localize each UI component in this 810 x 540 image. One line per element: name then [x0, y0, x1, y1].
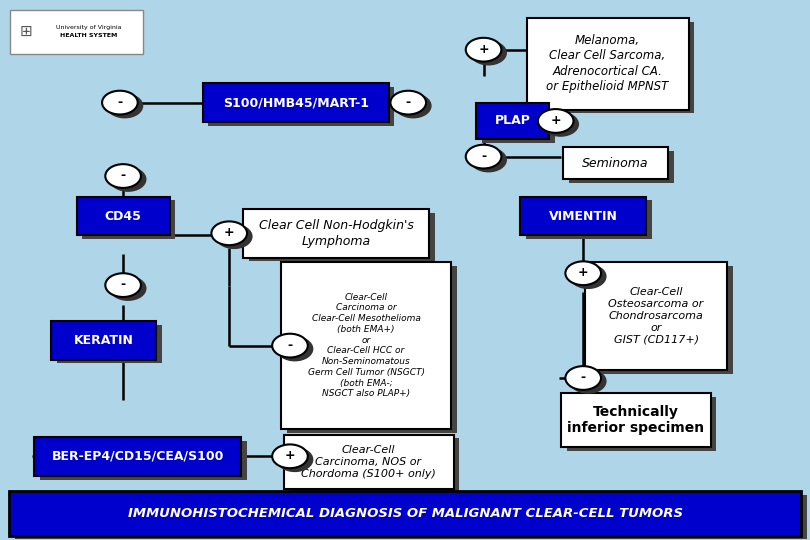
- FancyBboxPatch shape: [57, 325, 162, 363]
- Text: HEALTH SYSTEM: HEALTH SYSTEM: [61, 33, 117, 38]
- Circle shape: [543, 112, 578, 136]
- Text: PLAP: PLAP: [495, 114, 531, 127]
- Circle shape: [471, 41, 506, 65]
- Circle shape: [110, 276, 146, 300]
- Circle shape: [395, 94, 431, 118]
- Text: -: -: [117, 96, 122, 109]
- Circle shape: [216, 225, 252, 248]
- Text: +: +: [224, 226, 235, 239]
- Circle shape: [211, 221, 247, 245]
- Text: KERATIN: KERATIN: [74, 334, 134, 347]
- FancyBboxPatch shape: [202, 83, 389, 122]
- FancyBboxPatch shape: [532, 22, 694, 113]
- Text: +: +: [578, 266, 589, 279]
- FancyBboxPatch shape: [585, 262, 727, 370]
- FancyBboxPatch shape: [569, 151, 674, 183]
- FancyBboxPatch shape: [482, 106, 555, 143]
- FancyBboxPatch shape: [9, 491, 801, 536]
- Circle shape: [272, 334, 308, 357]
- Circle shape: [390, 91, 426, 114]
- FancyBboxPatch shape: [526, 200, 651, 239]
- FancyBboxPatch shape: [561, 393, 711, 447]
- Circle shape: [102, 91, 138, 114]
- Text: -: -: [121, 278, 126, 291]
- Text: Clear-Cell
Osteosarcoma or
Chondrosarcoma
or
GIST (CD117+): Clear-Cell Osteosarcoma or Chondrosarcom…: [608, 287, 704, 345]
- FancyBboxPatch shape: [563, 147, 668, 179]
- FancyBboxPatch shape: [287, 266, 457, 433]
- Circle shape: [277, 337, 313, 361]
- Circle shape: [565, 366, 601, 390]
- FancyBboxPatch shape: [567, 397, 717, 451]
- FancyBboxPatch shape: [83, 200, 175, 239]
- Text: Clear-Cell
Carcinoma, NOS or
Chordoma (S100+ only): Clear-Cell Carcinoma, NOS or Chordoma (S…: [301, 445, 436, 478]
- FancyBboxPatch shape: [35, 437, 241, 476]
- Text: Seminoma: Seminoma: [582, 157, 649, 170]
- Text: ⊞: ⊞: [19, 24, 32, 39]
- Text: Clear-Cell
Carcinoma or
Clear-Cell Mesothelioma
(both EMA+)
or
Clear-Cell HCC or: Clear-Cell Carcinoma or Clear-Cell Mesot…: [308, 293, 424, 399]
- Text: -: -: [288, 339, 292, 352]
- Text: +: +: [284, 449, 296, 462]
- FancyBboxPatch shape: [51, 321, 156, 360]
- Circle shape: [105, 273, 141, 297]
- Circle shape: [466, 145, 501, 168]
- Text: VIMENTIN: VIMENTIN: [548, 210, 618, 222]
- Text: BER-EP4/CD15/CEA/S100: BER-EP4/CD15/CEA/S100: [52, 450, 224, 463]
- Circle shape: [110, 167, 146, 191]
- FancyBboxPatch shape: [281, 262, 451, 429]
- FancyBboxPatch shape: [243, 209, 429, 258]
- Text: -: -: [481, 150, 486, 163]
- Circle shape: [538, 109, 573, 133]
- Circle shape: [565, 261, 601, 285]
- FancyBboxPatch shape: [208, 87, 394, 126]
- Circle shape: [105, 164, 141, 188]
- FancyBboxPatch shape: [10, 10, 143, 54]
- Text: University of Virginia: University of Virginia: [57, 24, 122, 30]
- Circle shape: [277, 448, 313, 471]
- Circle shape: [466, 38, 501, 62]
- Circle shape: [570, 369, 606, 393]
- FancyBboxPatch shape: [590, 266, 733, 374]
- FancyBboxPatch shape: [520, 197, 646, 235]
- FancyBboxPatch shape: [249, 213, 435, 261]
- Circle shape: [471, 148, 506, 172]
- Text: Technically
inferior specimen: Technically inferior specimen: [567, 405, 705, 435]
- Circle shape: [570, 265, 606, 288]
- FancyBboxPatch shape: [284, 435, 454, 489]
- Text: Clear Cell Non-Hodgkin's
Lymphoma: Clear Cell Non-Hodgkin's Lymphoma: [258, 219, 414, 247]
- Text: Melanoma,
Clear Cell Sarcoma,
Adrenocortical CA.
or Epithelioid MPNST: Melanoma, Clear Cell Sarcoma, Adrenocort…: [547, 34, 668, 93]
- FancyBboxPatch shape: [40, 441, 246, 480]
- Circle shape: [107, 94, 143, 118]
- Text: S100/HMB45/MART-1: S100/HMB45/MART-1: [223, 96, 369, 109]
- FancyBboxPatch shape: [526, 18, 688, 110]
- Text: IMMUNOHISTOCHEMICAL DIAGNOSIS OF MALIGNANT CLEAR-CELL TUMORS: IMMUNOHISTOCHEMICAL DIAGNOSIS OF MALIGNA…: [127, 507, 683, 520]
- FancyBboxPatch shape: [15, 495, 807, 539]
- Text: +: +: [478, 43, 489, 56]
- Text: -: -: [121, 169, 126, 182]
- FancyBboxPatch shape: [476, 103, 549, 139]
- Text: CD45: CD45: [104, 210, 142, 222]
- FancyBboxPatch shape: [289, 438, 459, 492]
- Text: -: -: [406, 96, 411, 109]
- Circle shape: [272, 444, 308, 468]
- Text: -: -: [581, 371, 586, 384]
- FancyBboxPatch shape: [76, 197, 170, 235]
- Text: +: +: [550, 114, 561, 127]
